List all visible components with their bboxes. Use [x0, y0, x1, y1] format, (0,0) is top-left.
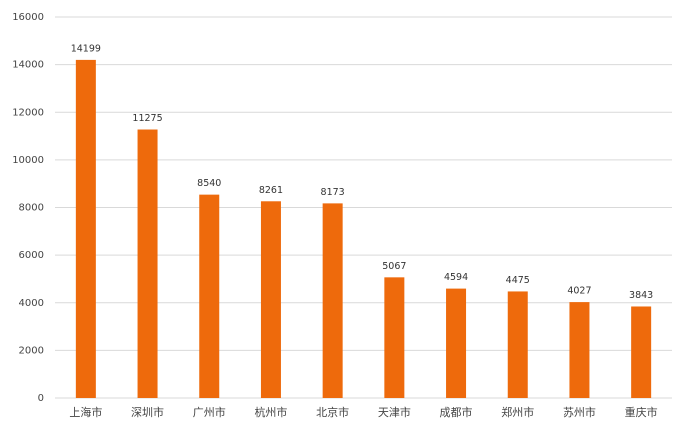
data-label: 11275	[132, 113, 162, 124]
x-tick-label: 重庆市	[625, 405, 658, 419]
y-tick-label: 4000	[19, 298, 44, 309]
x-tick-label: 天津市	[378, 405, 411, 419]
data-label: 5067	[382, 261, 406, 272]
bar	[322, 203, 343, 398]
x-tick-label: 苏州市	[563, 405, 596, 419]
data-label: 8173	[321, 187, 345, 198]
x-tick-label: 广州市	[193, 405, 226, 419]
y-tick-label: 2000	[19, 345, 44, 356]
x-tick-label: 杭州市	[254, 405, 287, 419]
y-tick-label: 0	[38, 393, 44, 404]
bar	[260, 201, 281, 398]
y-tick-label: 12000	[12, 107, 44, 118]
bar	[507, 291, 528, 398]
x-tick-label: 成都市	[440, 405, 473, 419]
x-tick-label: 北京市	[316, 405, 349, 419]
data-label: 8540	[197, 178, 221, 189]
data-label: 4475	[506, 275, 530, 286]
y-tick-label: 14000	[12, 60, 44, 71]
y-tick-label: 8000	[19, 203, 44, 214]
y-tick-label: 16000	[12, 12, 44, 23]
x-tick-label: 上海市	[69, 405, 102, 419]
x-tick-label: 郑州市	[501, 405, 534, 419]
y-tick-label: 6000	[19, 250, 44, 261]
data-label: 4594	[444, 272, 468, 283]
data-label: 3843	[629, 290, 653, 301]
bar	[446, 288, 467, 398]
bar	[75, 59, 96, 398]
x-tick-label: 深圳市	[131, 405, 164, 419]
data-label: 8261	[259, 185, 283, 196]
bar	[199, 194, 220, 398]
bar	[137, 129, 158, 398]
data-label: 14199	[71, 43, 101, 54]
data-label: 4027	[567, 286, 591, 297]
bar	[631, 306, 652, 398]
y-tick-label: 10000	[12, 155, 44, 166]
bar	[569, 302, 590, 398]
bar	[384, 277, 405, 398]
